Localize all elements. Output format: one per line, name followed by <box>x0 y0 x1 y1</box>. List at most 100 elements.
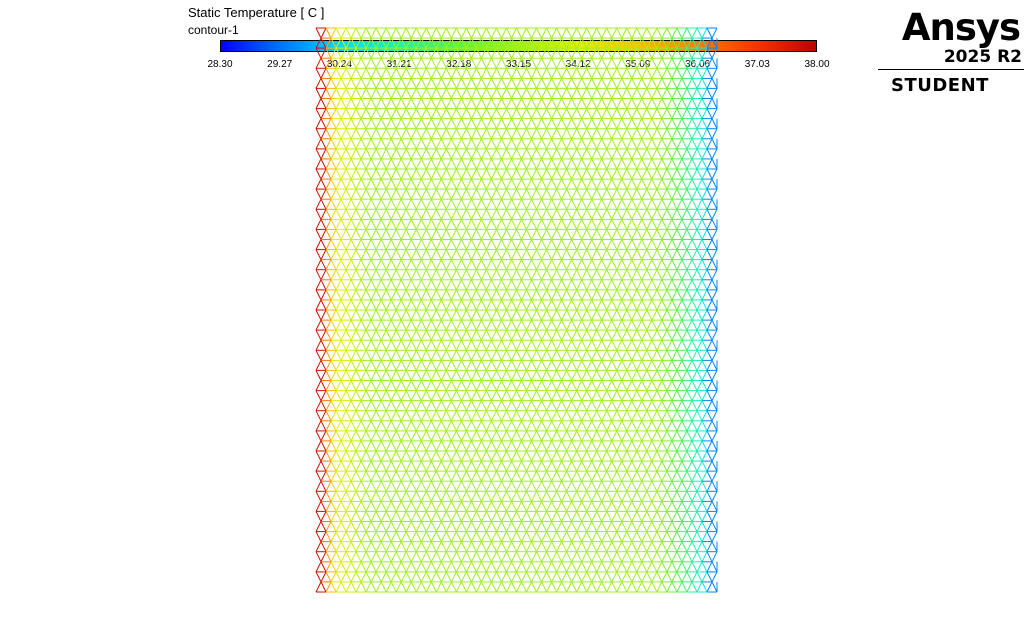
mesh-edge <box>591 168 598 180</box>
mesh-edge <box>400 88 407 99</box>
mesh-edge <box>320 148 327 160</box>
mesh-edge <box>581 198 588 210</box>
mesh-edge <box>611 339 618 351</box>
mesh-edge <box>616 198 623 210</box>
mesh-edge <box>591 430 598 442</box>
mesh-edge <box>546 128 553 140</box>
mesh-edge <box>475 339 482 351</box>
mesh-edge <box>320 37 327 49</box>
mesh-edge <box>501 178 507 190</box>
mesh-edge <box>686 37 693 49</box>
mesh-edge <box>335 239 342 250</box>
mesh-edge <box>586 118 593 129</box>
mesh-edge <box>420 380 427 391</box>
mesh-edge <box>576 47 583 59</box>
mesh-edge <box>490 178 497 190</box>
mesh-edge <box>420 198 427 210</box>
mesh-edge <box>641 57 648 69</box>
mesh-edge <box>591 209 598 220</box>
mesh-edge <box>546 148 553 160</box>
mesh-edge <box>611 57 618 69</box>
mesh-edge <box>340 259 347 270</box>
mesh-edge <box>601 219 608 230</box>
mesh-edge <box>370 138 377 150</box>
mesh-edge <box>506 299 512 311</box>
mesh-edge <box>556 289 563 301</box>
mesh-edge <box>656 108 663 119</box>
mesh-edge <box>606 198 613 210</box>
mesh-edge <box>521 400 527 411</box>
mesh-edge <box>571 319 578 331</box>
mesh-edge <box>460 239 467 250</box>
mesh-edge <box>611 148 618 160</box>
mesh-edge <box>701 400 708 411</box>
mesh-edge <box>696 47 703 59</box>
mesh-edge <box>385 168 392 180</box>
mesh-edge <box>430 209 437 220</box>
mesh-edge <box>501 148 507 160</box>
mesh-edge <box>375 259 382 270</box>
mesh-edge <box>531 309 537 321</box>
mesh-edge <box>601 229 608 240</box>
mesh-edge <box>385 329 392 341</box>
mesh-edge <box>566 249 573 260</box>
mesh-edge <box>526 269 532 281</box>
mesh-edge <box>420 108 427 119</box>
mesh-edge <box>350 57 357 69</box>
mesh-edge <box>596 279 603 291</box>
mesh-edge <box>425 98 432 109</box>
mesh-edge <box>511 108 517 119</box>
mesh-edge <box>611 299 618 311</box>
mesh-edge <box>701 360 708 371</box>
mesh-edge <box>490 289 497 301</box>
mesh-edge <box>465 88 472 99</box>
mesh-edge <box>701 269 708 281</box>
mesh-edge <box>340 37 347 49</box>
mesh-edge <box>616 299 623 311</box>
mesh-edge <box>506 279 512 291</box>
mesh-edge <box>465 440 472 452</box>
mesh-edge <box>335 400 342 411</box>
mesh-edge <box>425 430 432 442</box>
mesh-edge <box>641 219 648 230</box>
mesh-edge <box>696 27 703 39</box>
mesh-edge <box>460 249 467 260</box>
mesh-edge <box>496 410 502 422</box>
mesh-edge <box>521 319 527 331</box>
mesh-edge <box>561 57 568 69</box>
mesh-edge <box>496 108 502 119</box>
mesh-edge <box>445 148 452 160</box>
mesh-edge <box>626 47 633 59</box>
mesh-edge <box>666 420 673 432</box>
mesh-edge <box>631 219 638 230</box>
mesh-edge <box>656 178 663 190</box>
mesh-edge <box>395 249 402 260</box>
mesh-edge <box>350 390 357 401</box>
mesh-edge <box>511 27 517 39</box>
mesh-edge <box>355 118 362 129</box>
mesh-edge <box>490 128 497 140</box>
mesh-edge <box>405 219 412 230</box>
mesh-edge <box>596 98 603 109</box>
mesh-edge <box>551 198 558 210</box>
mesh-edge <box>576 279 583 291</box>
mesh-edge <box>485 380 492 391</box>
mesh-edge <box>490 420 497 432</box>
mesh-edge <box>335 370 342 381</box>
mesh-edge <box>666 329 673 341</box>
mesh-edge <box>480 309 487 321</box>
mesh-edge <box>671 400 678 411</box>
mesh-edge <box>566 47 573 59</box>
mesh-edge <box>536 249 543 260</box>
mesh-edge <box>666 128 673 140</box>
mesh-edge <box>521 118 527 129</box>
mesh-edge <box>350 78 357 89</box>
mesh-edge <box>345 219 352 230</box>
mesh-edge <box>701 380 708 391</box>
mesh-edge <box>501 309 507 321</box>
mesh-edge <box>656 158 663 170</box>
mesh-edge <box>511 440 517 452</box>
mesh-edge <box>380 118 387 129</box>
mesh-edge <box>536 329 543 341</box>
